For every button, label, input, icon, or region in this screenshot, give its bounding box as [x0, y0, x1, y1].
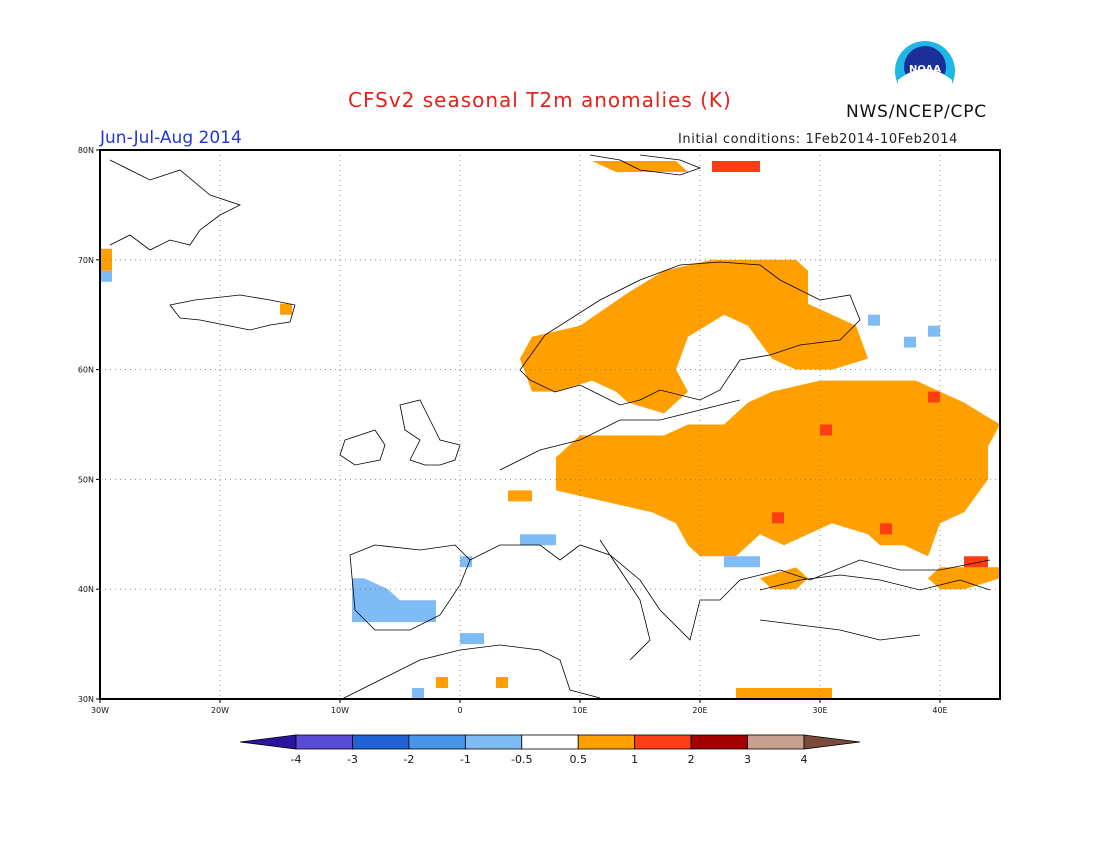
- anomaly-region-24: [904, 336, 916, 348]
- lon-tick-label: 10W: [331, 706, 349, 715]
- coastline-britain: [399, 399, 461, 466]
- lat-tick-label: 40N: [78, 585, 94, 594]
- colorbar-label: -4: [291, 753, 302, 766]
- anomaly-region-18: [460, 633, 484, 645]
- colorbar-arrow-low: [239, 734, 297, 750]
- graticule: [100, 150, 1000, 699]
- colorbar-segment-2: [408, 734, 466, 750]
- lat-tick-label: 70N: [78, 256, 94, 265]
- map-title: CFSv2 seasonal T2m anomalies (K): [348, 88, 732, 112]
- anomaly-region-8: [508, 490, 532, 502]
- lon-tick-label: 30E: [812, 706, 827, 715]
- lon-tick-label: 10E: [572, 706, 587, 715]
- anomaly-region-11: [712, 161, 760, 172]
- anomaly-region-25: [928, 325, 940, 337]
- anomaly-region-22: [724, 556, 760, 568]
- colorbar-segment-4: [521, 734, 579, 750]
- anomaly-region-16: [964, 556, 988, 568]
- coastline-iceland: [169, 294, 296, 331]
- anomaly-region-21: [520, 534, 556, 546]
- anomaly-region-0: [520, 259, 868, 414]
- colorbar-segment-1: [352, 734, 410, 750]
- coastline-africa: [339, 644, 601, 701]
- lon-tick-label: 0: [457, 706, 462, 715]
- colorbar-label: 2: [688, 753, 695, 766]
- coastline-svalbard: [589, 154, 702, 176]
- colorbar-label: 3: [744, 753, 751, 766]
- anomaly-region-14: [772, 512, 784, 524]
- anomaly-region-3: [760, 567, 808, 590]
- coastline-ireland: [339, 429, 386, 466]
- lon-tick-label: 30W: [91, 706, 109, 715]
- agency-label: NWS/NCEP/CPC: [846, 102, 987, 122]
- anomaly-region-1: [556, 380, 1000, 557]
- lat-tick-label: 80N: [78, 146, 94, 155]
- coastline-scandinavia: [519, 261, 861, 406]
- initial-conditions-label: Initial conditions: 1Feb2014-10Feb2014: [678, 132, 959, 147]
- logo-text: NOAA: [909, 64, 941, 75]
- season-label: Jun-Jul-Aug 2014: [100, 128, 242, 148]
- lat-tick-label: 50N: [78, 475, 94, 484]
- anomaly-region-9: [436, 677, 448, 688]
- colorbar-segment-5: [577, 734, 636, 750]
- map-frame: [99, 149, 1001, 700]
- colorbar-segment-0: [295, 734, 353, 750]
- anomaly-region-7: [280, 303, 292, 315]
- colorbar-segment-8: [747, 734, 805, 750]
- colorbar-arrow-high: [803, 734, 861, 750]
- colorbar-segment-6: [634, 734, 692, 750]
- coastline-greenland: [109, 159, 242, 251]
- anomaly-region-10: [496, 677, 508, 688]
- anomaly-region-2: [928, 567, 1000, 590]
- colorbar-segment-7: [690, 734, 748, 750]
- colorbar-label: -2: [403, 753, 414, 766]
- lat-tick-label: 30N: [78, 695, 94, 704]
- lon-tick-label: 20W: [211, 706, 229, 715]
- lon-tick-label: 20E: [692, 706, 707, 715]
- colorbar-label: -0.5: [511, 753, 532, 766]
- lon-tick-label: 40E: [932, 706, 947, 715]
- anomaly-regions: [100, 161, 1000, 699]
- colorbar-label: 1: [631, 753, 638, 766]
- anomaly-region-4: [736, 688, 832, 699]
- anomaly-region-5: [592, 161, 688, 172]
- colorbar: -4 -3 -2 -1 -0.5 0.5 1 2 3 4: [239, 734, 861, 766]
- colorbar-label: 4: [801, 753, 808, 766]
- anomaly-region-15: [880, 523, 892, 535]
- coastline-turkey: [759, 574, 991, 641]
- anomaly-region-23: [100, 270, 112, 282]
- colorbar-segment-3: [464, 734, 523, 750]
- colorbar-label: -1: [460, 753, 471, 766]
- anomaly-region-19: [412, 688, 424, 699]
- anomaly-region-12: [928, 391, 940, 403]
- noaa-logo-icon: NOAA: [895, 41, 955, 102]
- lat-tick-label: 60N: [78, 366, 94, 375]
- colorbar-label: 0.5: [569, 753, 587, 766]
- anomaly-region-13: [820, 424, 832, 436]
- anomaly-region-17: [352, 578, 436, 623]
- anomaly-region-26: [868, 314, 880, 326]
- anomaly-region-20: [460, 556, 472, 568]
- colorbar-label: -3: [347, 753, 358, 766]
- axis-ticks: 30W 20W 10W 0 10E 20E 30E 40E 30N 40N 50N 60N 70N 80N: [78, 146, 948, 715]
